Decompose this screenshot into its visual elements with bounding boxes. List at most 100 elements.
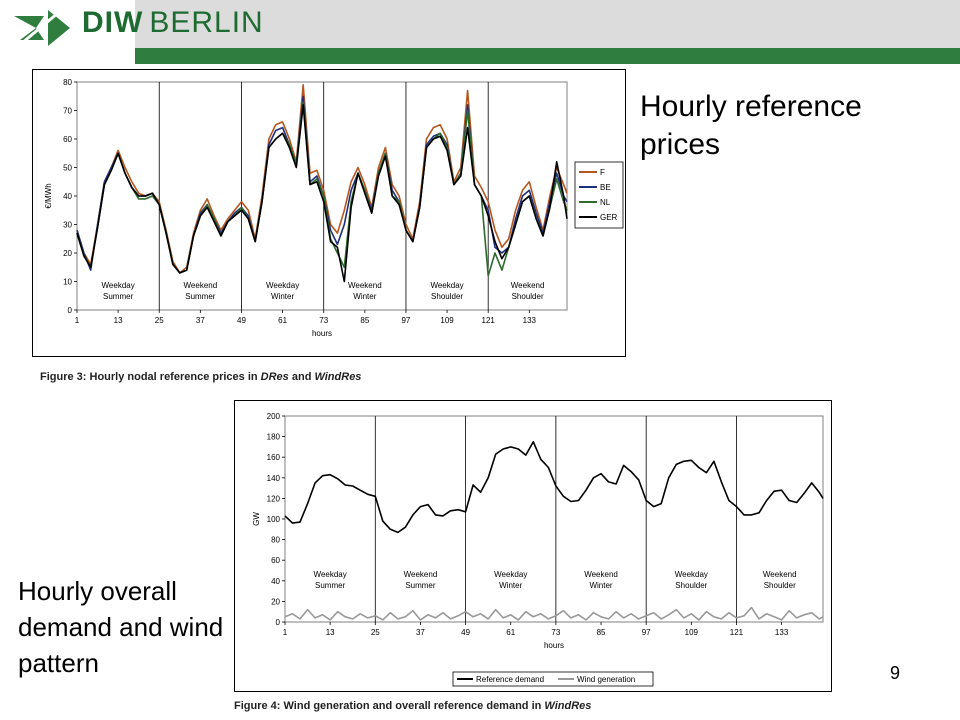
segment-label-line2: Summer — [103, 292, 134, 301]
segment-label-line2: Shoulder — [675, 581, 707, 590]
segment-label-line1: Weekend — [404, 570, 438, 579]
y-tick-label: 30 — [63, 221, 72, 230]
segment-label-line2: Winter — [271, 292, 294, 301]
x-tick-label: 97 — [642, 628, 651, 637]
x-tick-label: 1 — [75, 316, 80, 325]
segment-label-line1: Weekday — [430, 281, 463, 290]
x-tick-label: 85 — [360, 316, 369, 325]
y-tick-label: 10 — [63, 278, 72, 287]
legend-label: F — [600, 168, 605, 177]
logo-light: BERLIN — [149, 6, 264, 39]
segment-label-line1: Weekend — [511, 281, 545, 290]
legend-label: NL — [600, 198, 611, 207]
demand-wind-chart: Weekday Summer Weekend Summer Weekday Winter W… — [234, 400, 832, 692]
segment-label-line2: Shoulder — [431, 292, 463, 301]
x-tick-label: 61 — [506, 628, 515, 637]
title-hourly-reference-prices: Hourly reference prices — [640, 90, 862, 161]
series-line-wind-generation — [284, 606, 824, 621]
segment-label-line1: Weekend — [348, 281, 382, 290]
y-tick-label: 160 — [267, 453, 281, 462]
caption3-mid: and — [288, 371, 315, 383]
y-tick-label: 60 — [271, 556, 280, 565]
series-line-ger — [76, 103, 568, 283]
x-tick-label: 97 — [401, 316, 410, 325]
segment-label-line1: Weekday — [102, 281, 135, 290]
legend-label: BE — [600, 183, 611, 192]
legend-label: GER — [600, 213, 618, 222]
segment-label-line1: Weekend — [763, 570, 797, 579]
x-axis-label: hours — [312, 329, 332, 338]
y-tick-label: 60 — [63, 135, 72, 144]
y-tick-label: 0 — [276, 618, 281, 627]
x-tick-label: 109 — [440, 316, 454, 325]
caption4-prefix: Figure 4: Wind generation and overall re… — [234, 700, 545, 712]
x-tick-label: 1 — [283, 628, 288, 637]
diw-logo-text: DIW BERLIN — [82, 6, 264, 40]
segment-label-line2: Shoulder — [764, 581, 796, 590]
x-tick-label: 49 — [237, 316, 246, 325]
y-tick-label: 80 — [63, 78, 72, 87]
caption3-em2: WindRes — [314, 371, 362, 383]
x-tick-label: 73 — [551, 628, 560, 637]
y-tick-label: 40 — [271, 577, 280, 586]
segment-label-line1: Weekday — [266, 281, 299, 290]
y-tick-label: 50 — [63, 164, 72, 173]
header-accent-bar — [135, 48, 960, 64]
y-tick-label: 100 — [267, 515, 281, 524]
caption3-em1: DRes — [260, 371, 289, 383]
segment-label-line1: Weekday — [494, 570, 527, 579]
segment-label-line1: Weekend — [184, 281, 218, 290]
y-tick-label: 0 — [68, 306, 73, 315]
y-tick-label: 80 — [271, 536, 280, 545]
series-line-reference-demand — [284, 440, 824, 534]
figure-3-caption: Figure 3: Hourly nodal reference prices … — [40, 371, 361, 383]
demand-wind-chart-svg: Weekday Summer Weekend Summer Weekday Winter W… — [252, 412, 824, 687]
plot-area — [284, 415, 824, 623]
segment-label-line2: Winter — [499, 581, 522, 590]
y-tick-label: 20 — [271, 597, 280, 606]
y-tick-label: 180 — [267, 433, 281, 442]
y-tick-label: 40 — [63, 192, 72, 201]
x-tick-label: 13 — [114, 316, 123, 325]
x-tick-label: 49 — [461, 628, 470, 637]
x-tick-label: 25 — [371, 628, 380, 637]
slide-header: DIW BERLIN — [0, 0, 960, 64]
segment-label-line2: Shoulder — [512, 292, 544, 301]
segment-label-line2: Winter — [589, 581, 612, 590]
segment-label-line2: Winter — [353, 292, 376, 301]
y-axis-label: GW — [252, 512, 261, 526]
y-tick-label: 70 — [63, 107, 72, 116]
y-tick-label: 120 — [267, 494, 281, 503]
diw-logo-icon — [14, 6, 70, 50]
x-tick-label: 133 — [775, 628, 789, 637]
segment-label-line1: Weekday — [675, 570, 708, 579]
caption3-prefix: Figure 3: Hourly nodal reference prices … — [40, 371, 261, 383]
price-chart-svg: Weekday Summer Weekend Summer Weekday Winter W… — [44, 78, 624, 338]
header-band — [135, 0, 960, 48]
caption4-em: WindRes — [544, 700, 592, 712]
segment-label-line2: Summer — [315, 581, 346, 590]
x-tick-label: 13 — [326, 628, 335, 637]
segment-label-line1: Weekend — [584, 570, 618, 579]
x-tick-label: 73 — [319, 316, 328, 325]
price-chart: Weekday Summer Weekend Summer Weekday Winter W… — [32, 69, 626, 357]
legend-label: Wind generation — [577, 675, 635, 684]
page-number: 9 — [890, 663, 901, 683]
y-tick-label: 200 — [267, 412, 281, 421]
x-tick-label: 61 — [278, 316, 287, 325]
y-tick-label: 20 — [63, 249, 72, 258]
title-hourly-demand-wind: Hourly overall demand and wind pattern — [18, 576, 224, 678]
x-axis-label: hours — [544, 641, 564, 650]
segment-label-line2: Summer — [405, 581, 436, 590]
segment-label-line2: Summer — [185, 292, 216, 301]
x-tick-label: 37 — [196, 316, 205, 325]
figure-4-caption: Figure 4: Wind generation and overall re… — [234, 700, 591, 712]
x-tick-label: 133 — [523, 316, 537, 325]
legend-label: Reference demand — [476, 675, 544, 684]
x-tick-label: 121 — [730, 628, 744, 637]
x-tick-label: 85 — [597, 628, 606, 637]
x-tick-label: 109 — [685, 628, 699, 637]
segment-label-line1: Weekday — [314, 570, 347, 579]
series-line-f — [76, 84, 568, 274]
demand-legend — [452, 671, 654, 687]
